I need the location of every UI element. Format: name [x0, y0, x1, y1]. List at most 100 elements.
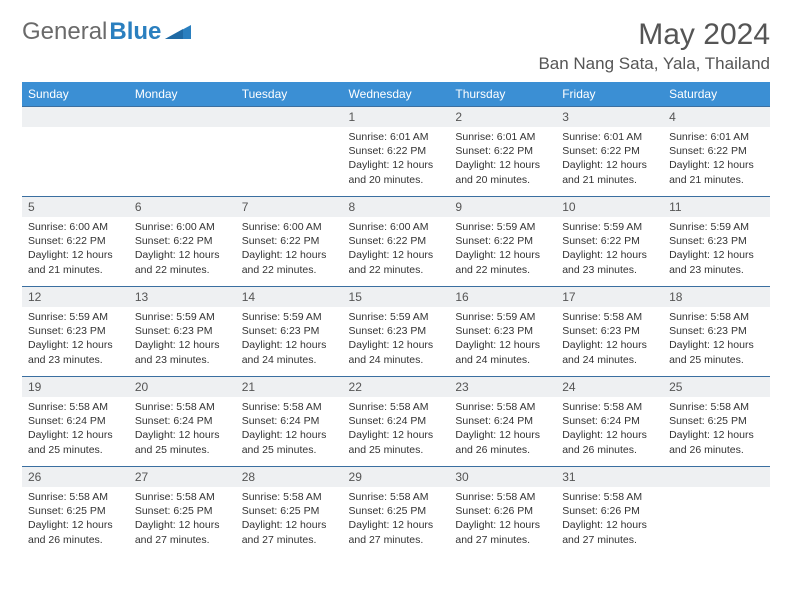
day-details: Sunrise: 6:01 AMSunset: 6:22 PMDaylight:…	[449, 127, 556, 190]
day-details: Sunrise: 5:58 AMSunset: 6:24 PMDaylight:…	[129, 397, 236, 460]
calendar-cell: 9Sunrise: 5:59 AMSunset: 6:22 PMDaylight…	[449, 197, 556, 287]
day-details: Sunrise: 5:59 AMSunset: 6:22 PMDaylight:…	[556, 217, 663, 280]
calendar-week-row: 1Sunrise: 6:01 AMSunset: 6:22 PMDaylight…	[22, 107, 770, 197]
day-number: 18	[663, 287, 770, 307]
calendar-cell: 8Sunrise: 6:00 AMSunset: 6:22 PMDaylight…	[343, 197, 450, 287]
weekday-header: Monday	[129, 82, 236, 107]
day-number: 21	[236, 377, 343, 397]
day-number: 31	[556, 467, 663, 487]
day-number: 29	[343, 467, 450, 487]
calendar-cell: 16Sunrise: 5:59 AMSunset: 6:23 PMDayligh…	[449, 287, 556, 377]
day-details: Sunrise: 6:01 AMSunset: 6:22 PMDaylight:…	[556, 127, 663, 190]
day-number: 1	[343, 107, 450, 127]
day-details: Sunrise: 5:58 AMSunset: 6:24 PMDaylight:…	[343, 397, 450, 460]
calendar-cell: 29Sunrise: 5:58 AMSunset: 6:25 PMDayligh…	[343, 467, 450, 557]
day-details: Sunrise: 5:58 AMSunset: 6:25 PMDaylight:…	[236, 487, 343, 550]
day-details: Sunrise: 6:00 AMSunset: 6:22 PMDaylight:…	[343, 217, 450, 280]
day-number-empty	[129, 107, 236, 127]
day-details: Sunrise: 5:59 AMSunset: 6:23 PMDaylight:…	[236, 307, 343, 370]
weekday-header: Tuesday	[236, 82, 343, 107]
day-number: 8	[343, 197, 450, 217]
day-number: 14	[236, 287, 343, 307]
calendar-cell: 13Sunrise: 5:59 AMSunset: 6:23 PMDayligh…	[129, 287, 236, 377]
weekday-header-row: SundayMondayTuesdayWednesdayThursdayFrid…	[22, 82, 770, 107]
day-number: 11	[663, 197, 770, 217]
calendar-cell: 27Sunrise: 5:58 AMSunset: 6:25 PMDayligh…	[129, 467, 236, 557]
weekday-header: Saturday	[663, 82, 770, 107]
weekday-header: Thursday	[449, 82, 556, 107]
title-block: May 2024 Ban Nang Sata, Yala, Thailand	[538, 18, 770, 74]
day-details: Sunrise: 5:59 AMSunset: 6:23 PMDaylight:…	[663, 217, 770, 280]
calendar-cell: 1Sunrise: 6:01 AMSunset: 6:22 PMDaylight…	[343, 107, 450, 197]
calendar-cell: 5Sunrise: 6:00 AMSunset: 6:22 PMDaylight…	[22, 197, 129, 287]
day-number: 12	[22, 287, 129, 307]
day-number: 4	[663, 107, 770, 127]
day-number-empty	[236, 107, 343, 127]
day-number: 30	[449, 467, 556, 487]
calendar-week-row: 19Sunrise: 5:58 AMSunset: 6:24 PMDayligh…	[22, 377, 770, 467]
day-number: 25	[663, 377, 770, 397]
calendar-cell: 17Sunrise: 5:58 AMSunset: 6:23 PMDayligh…	[556, 287, 663, 377]
day-details: Sunrise: 5:58 AMSunset: 6:24 PMDaylight:…	[449, 397, 556, 460]
page-title: May 2024	[538, 18, 770, 52]
day-details: Sunrise: 5:58 AMSunset: 6:26 PMDaylight:…	[556, 487, 663, 550]
day-details: Sunrise: 5:58 AMSunset: 6:24 PMDaylight:…	[236, 397, 343, 460]
calendar-cell: 12Sunrise: 5:59 AMSunset: 6:23 PMDayligh…	[22, 287, 129, 377]
day-details: Sunrise: 5:59 AMSunset: 6:23 PMDaylight:…	[22, 307, 129, 370]
day-details: Sunrise: 5:58 AMSunset: 6:25 PMDaylight:…	[22, 487, 129, 550]
calendar-cell: 18Sunrise: 5:58 AMSunset: 6:23 PMDayligh…	[663, 287, 770, 377]
calendar-table: SundayMondayTuesdayWednesdayThursdayFrid…	[22, 82, 770, 557]
calendar-week-row: 12Sunrise: 5:59 AMSunset: 6:23 PMDayligh…	[22, 287, 770, 377]
day-number: 23	[449, 377, 556, 397]
day-details: Sunrise: 5:59 AMSunset: 6:23 PMDaylight:…	[343, 307, 450, 370]
calendar-cell: 31Sunrise: 5:58 AMSunset: 6:26 PMDayligh…	[556, 467, 663, 557]
logo: GeneralBlue	[22, 18, 191, 46]
calendar-cell: 28Sunrise: 5:58 AMSunset: 6:25 PMDayligh…	[236, 467, 343, 557]
calendar-cell: 26Sunrise: 5:58 AMSunset: 6:25 PMDayligh…	[22, 467, 129, 557]
calendar-cell: 6Sunrise: 6:00 AMSunset: 6:22 PMDaylight…	[129, 197, 236, 287]
calendar-cell: 25Sunrise: 5:58 AMSunset: 6:25 PMDayligh…	[663, 377, 770, 467]
day-details: Sunrise: 5:58 AMSunset: 6:23 PMDaylight:…	[663, 307, 770, 370]
day-details: Sunrise: 5:58 AMSunset: 6:23 PMDaylight:…	[556, 307, 663, 370]
calendar-cell	[663, 467, 770, 557]
day-details: Sunrise: 5:58 AMSunset: 6:25 PMDaylight:…	[129, 487, 236, 550]
calendar-cell: 22Sunrise: 5:58 AMSunset: 6:24 PMDayligh…	[343, 377, 450, 467]
day-number: 13	[129, 287, 236, 307]
day-number: 17	[556, 287, 663, 307]
day-details: Sunrise: 5:59 AMSunset: 6:22 PMDaylight:…	[449, 217, 556, 280]
day-details: Sunrise: 6:00 AMSunset: 6:22 PMDaylight:…	[129, 217, 236, 280]
day-details: Sunrise: 6:01 AMSunset: 6:22 PMDaylight:…	[343, 127, 450, 190]
calendar-cell: 7Sunrise: 6:00 AMSunset: 6:22 PMDaylight…	[236, 197, 343, 287]
day-details: Sunrise: 6:00 AMSunset: 6:22 PMDaylight:…	[22, 217, 129, 280]
calendar-week-row: 5Sunrise: 6:00 AMSunset: 6:22 PMDaylight…	[22, 197, 770, 287]
weekday-header: Sunday	[22, 82, 129, 107]
day-number: 2	[449, 107, 556, 127]
day-number-empty	[22, 107, 129, 127]
day-details: Sunrise: 5:59 AMSunset: 6:23 PMDaylight:…	[449, 307, 556, 370]
day-details: Sunrise: 5:58 AMSunset: 6:25 PMDaylight:…	[663, 397, 770, 460]
day-number-empty	[663, 467, 770, 487]
day-number: 5	[22, 197, 129, 217]
day-number: 22	[343, 377, 450, 397]
day-number: 10	[556, 197, 663, 217]
day-number: 7	[236, 197, 343, 217]
calendar-cell: 11Sunrise: 5:59 AMSunset: 6:23 PMDayligh…	[663, 197, 770, 287]
calendar-cell: 21Sunrise: 5:58 AMSunset: 6:24 PMDayligh…	[236, 377, 343, 467]
calendar-cell: 14Sunrise: 5:59 AMSunset: 6:23 PMDayligh…	[236, 287, 343, 377]
calendar-week-row: 26Sunrise: 5:58 AMSunset: 6:25 PMDayligh…	[22, 467, 770, 557]
day-details: Sunrise: 5:58 AMSunset: 6:25 PMDaylight:…	[343, 487, 450, 550]
calendar-cell: 19Sunrise: 5:58 AMSunset: 6:24 PMDayligh…	[22, 377, 129, 467]
calendar-cell: 10Sunrise: 5:59 AMSunset: 6:22 PMDayligh…	[556, 197, 663, 287]
day-details: Sunrise: 6:01 AMSunset: 6:22 PMDaylight:…	[663, 127, 770, 190]
calendar-cell	[129, 107, 236, 197]
calendar-cell: 2Sunrise: 6:01 AMSunset: 6:22 PMDaylight…	[449, 107, 556, 197]
logo-text-2: Blue	[109, 18, 161, 46]
calendar-cell: 3Sunrise: 6:01 AMSunset: 6:22 PMDaylight…	[556, 107, 663, 197]
day-details: Sunrise: 5:59 AMSunset: 6:23 PMDaylight:…	[129, 307, 236, 370]
location: Ban Nang Sata, Yala, Thailand	[538, 54, 770, 74]
calendar-cell: 30Sunrise: 5:58 AMSunset: 6:26 PMDayligh…	[449, 467, 556, 557]
day-number: 19	[22, 377, 129, 397]
calendar-cell: 20Sunrise: 5:58 AMSunset: 6:24 PMDayligh…	[129, 377, 236, 467]
calendar-cell	[22, 107, 129, 197]
day-details: Sunrise: 6:00 AMSunset: 6:22 PMDaylight:…	[236, 217, 343, 280]
